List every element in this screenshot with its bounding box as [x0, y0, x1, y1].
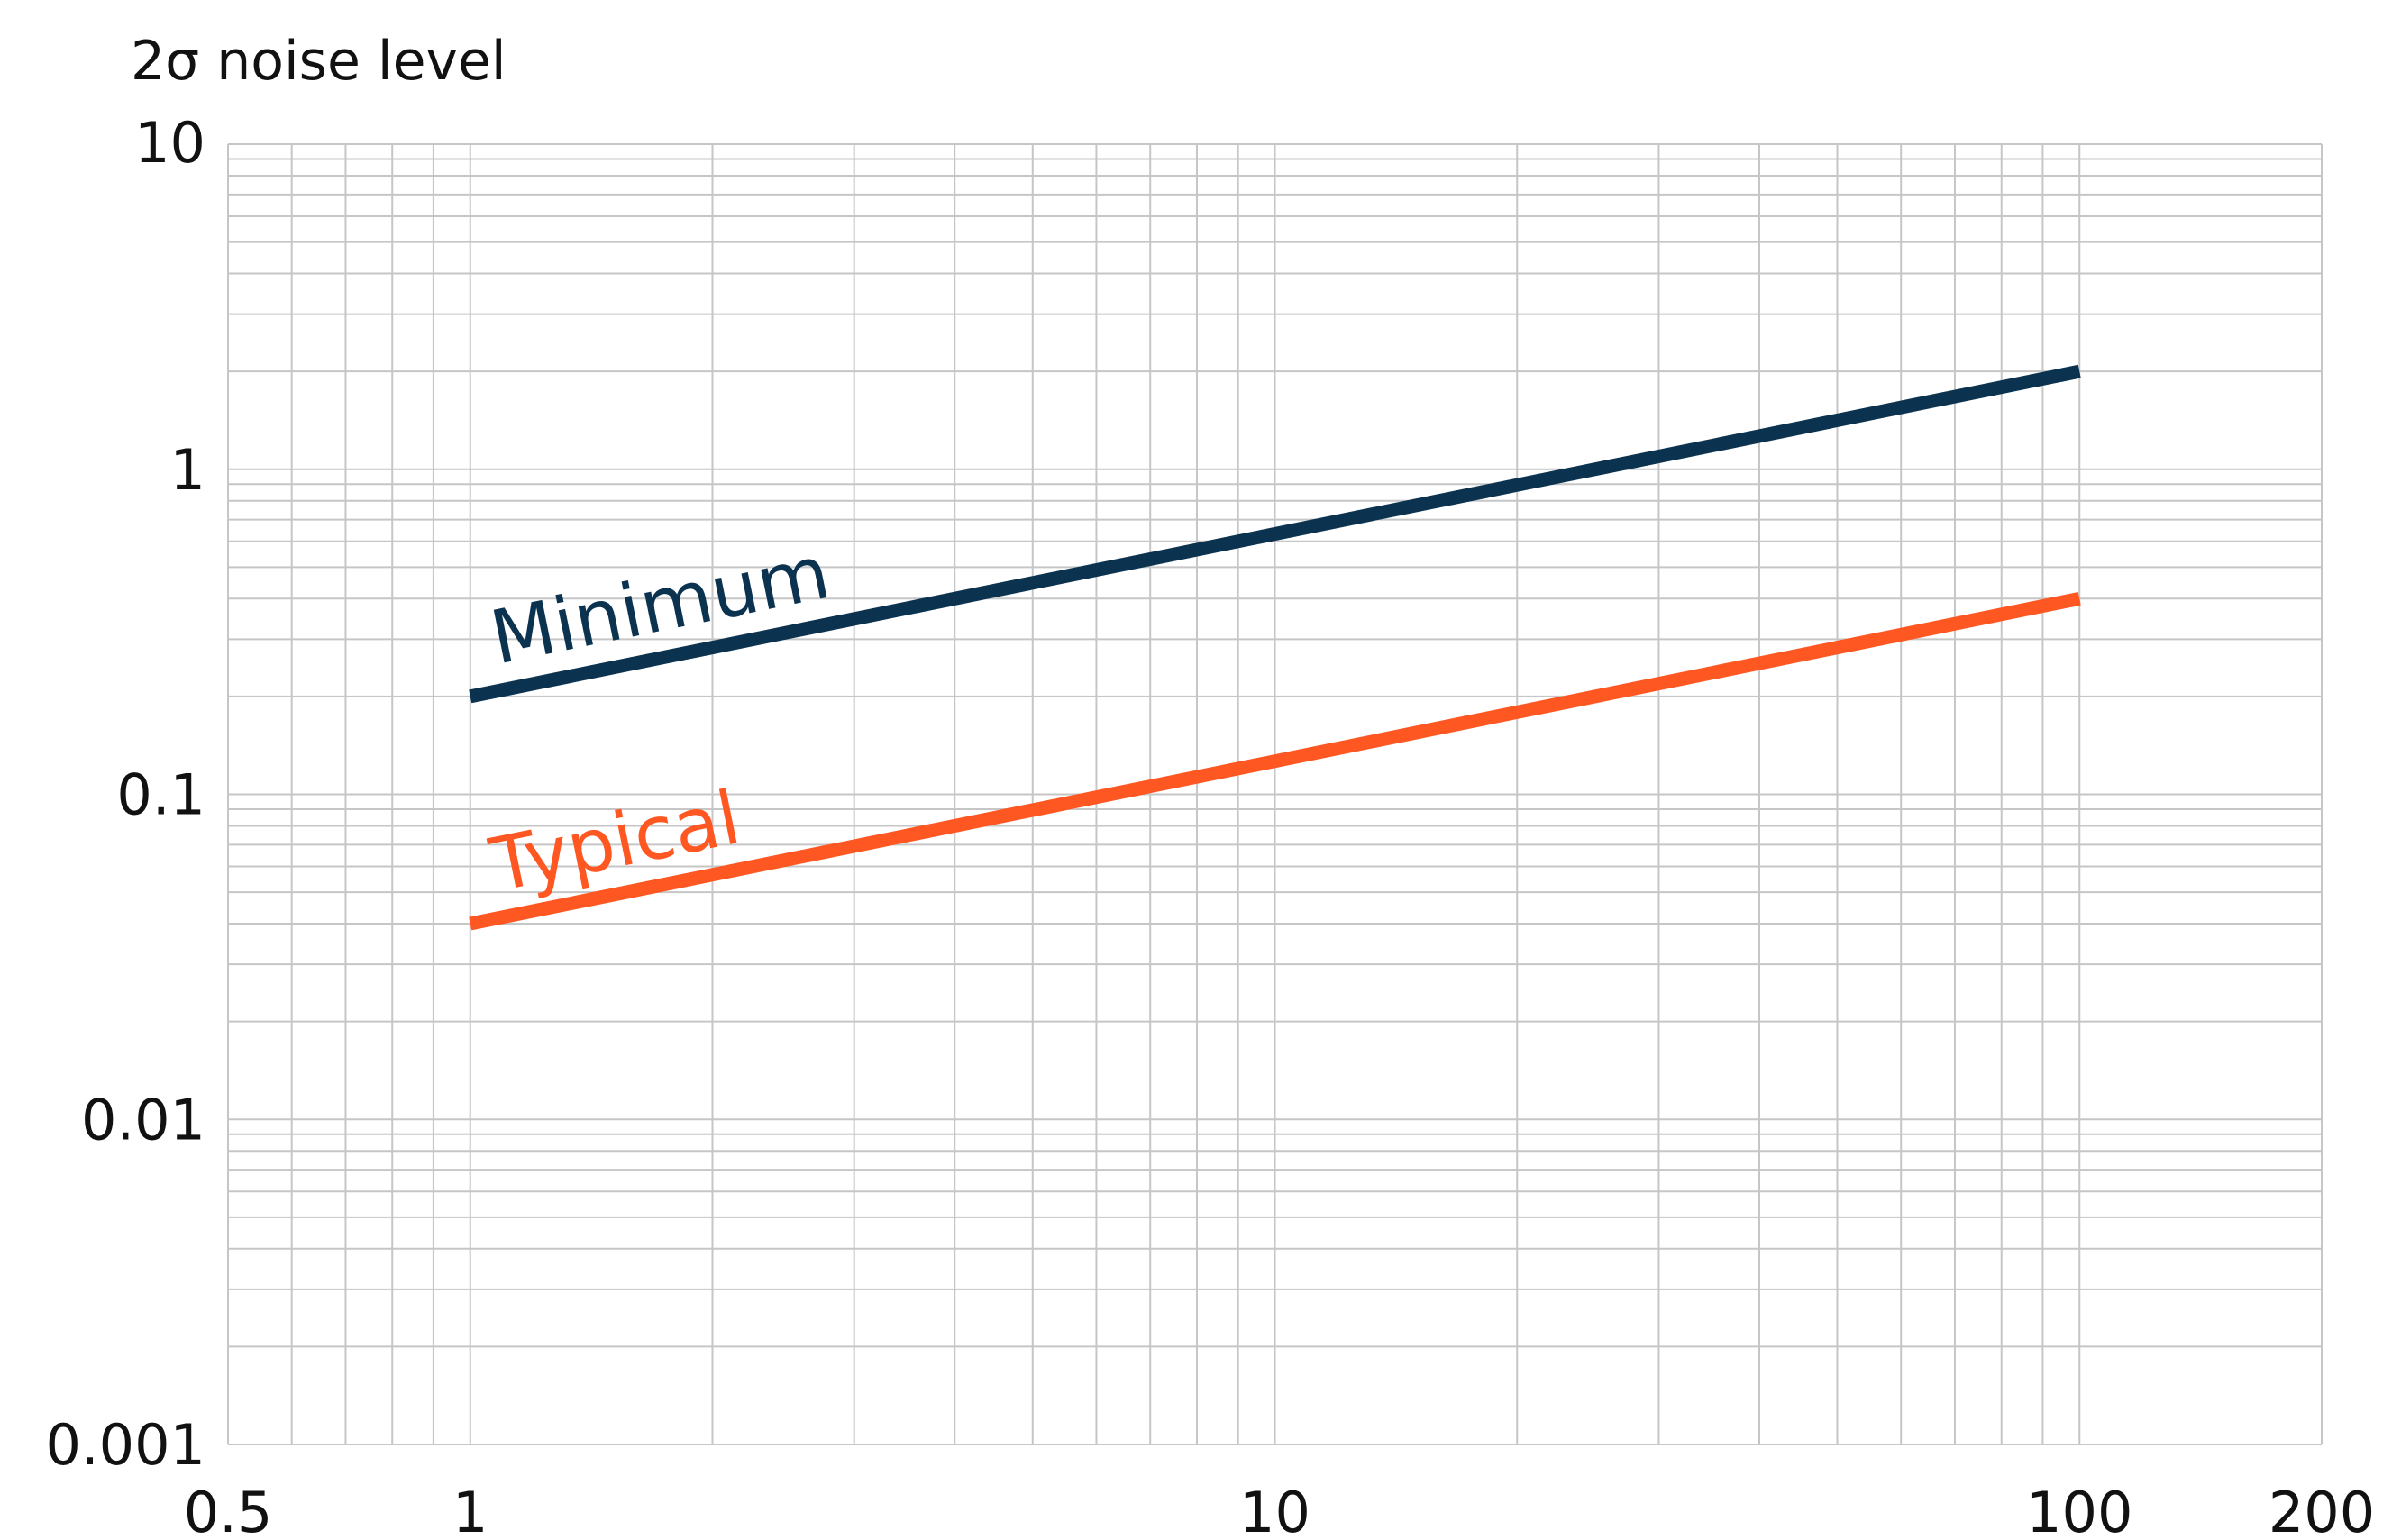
y-tick-label: 0.01	[81, 1087, 205, 1153]
y-axis-title: 2σ noise level	[131, 30, 507, 93]
y-tick-labels: 0.001 0.01 0.1 1 10	[46, 110, 206, 1478]
minimum-series-line	[469, 364, 2081, 704]
x-tick-label: 0.5	[184, 1480, 273, 1540]
y-tick-label: 1	[170, 437, 205, 503]
y-tick-label: 0.1	[116, 762, 205, 828]
grid	[227, 143, 2323, 1445]
x-tick-label: 200	[2269, 1480, 2375, 1540]
series-lines	[469, 364, 2081, 931]
y-tick-label: 10	[134, 110, 205, 176]
x-tick-label: 10	[1239, 1480, 1310, 1540]
y-tick-label: 0.001	[46, 1412, 206, 1478]
x-tick-labels: 0.5 1 10 100 200	[184, 1480, 2375, 1540]
x-tick-label: 1	[452, 1480, 488, 1540]
typical-series-line	[469, 591, 2081, 931]
x-tick-label: 100	[2026, 1480, 2132, 1540]
